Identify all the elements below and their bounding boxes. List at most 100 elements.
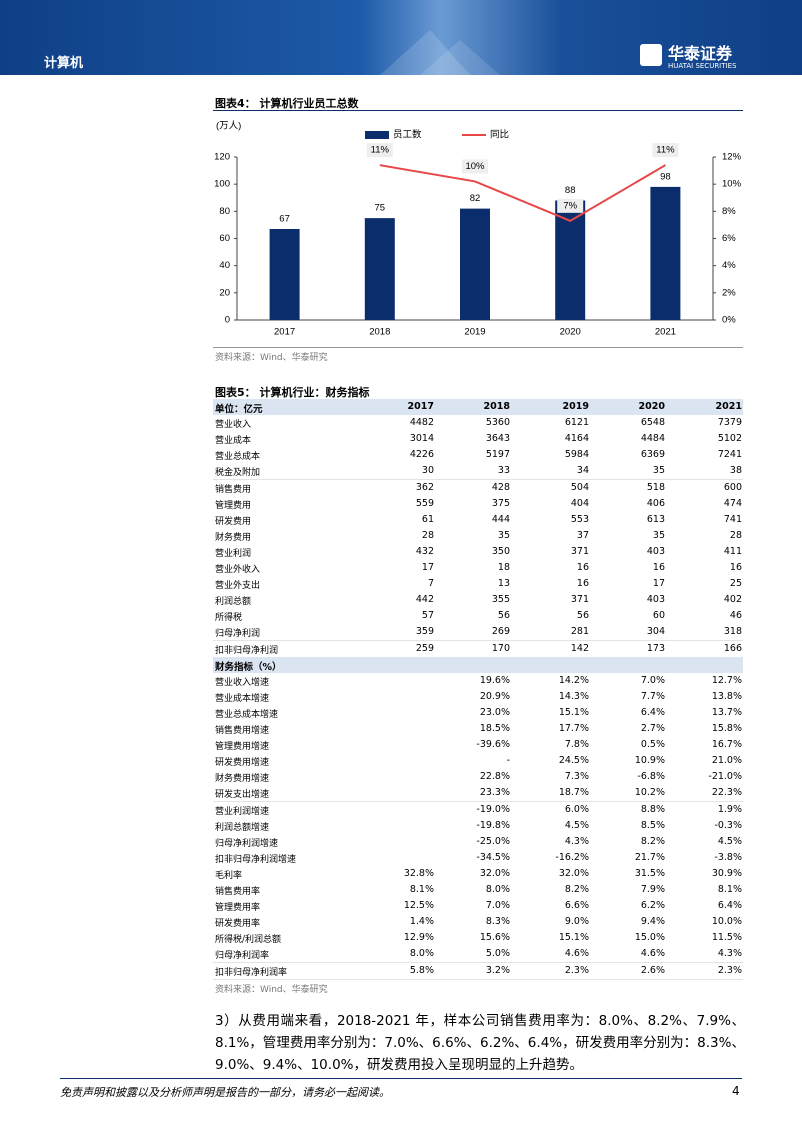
table-cell: 355 [491,594,510,606]
table-cell: 4.5% [717,835,742,847]
table-cell: 13.7% [711,706,742,718]
table-cell: 362 [415,481,434,493]
table-cell: 研发费用率 [215,919,261,930]
table-cell: 7.9% [640,884,665,895]
table-cell: 扣非归母净利润 [215,645,279,656]
x-tick-label: 2021 [655,327,676,338]
table-cell: 利润总额增速 [215,822,270,833]
table-cell: -16.2% [555,851,589,863]
table-cell: -21.0% [708,771,742,783]
section-name: 计算机 [44,56,84,71]
table-cell: 16 [576,578,589,590]
table-cell: 6.2% [640,900,665,912]
table-cell: 12.5% [403,900,434,912]
brand: 华泰证券 [668,44,733,63]
table-cell: 5.8% [409,964,434,976]
table-cell: 8.2% [564,884,589,895]
bar [555,200,586,320]
table-cell: 营业成本增速 [215,693,270,704]
table-cell: 4482 [409,417,434,429]
table-cell: 6121 [564,417,589,429]
value-label: 10% [465,161,485,172]
value-label-box [462,159,488,174]
table-cell: 8.1% [409,884,434,895]
y2-tick-label: 0% [722,315,736,326]
table-cell: 7241 [717,449,742,461]
table-cell: 10.2% [634,787,665,799]
table-cell: -34.5% [476,851,510,863]
table-cell: 4.3% [564,835,589,847]
table-cell: 31.5% [634,867,665,879]
x-tick-label: 2020 [560,327,581,338]
table-cell: 444 [491,513,510,525]
table-cell: 15.1% [558,706,589,718]
table-row: 营业总成本 4226 5197 5984 6369 7241 [213,447,743,465]
table-cell: 17.7% [558,723,589,734]
table-cell: 30.9% [711,867,742,879]
table-cell: 15.0% [634,932,665,944]
table-row: 研发费用 61 444 553 613 741 [213,511,743,529]
table-cell: 财务费用增速 [215,774,270,785]
table-cell: 403 [646,594,665,606]
header-band [0,0,802,75]
table-row: 研发费用率 1.4% 8.3% 9.0% 9.4% 10.0% [213,914,743,932]
table-cell: 6548 [640,417,665,429]
x-tick-label: 2018 [369,327,390,338]
table-cell: 单位：亿元 [215,404,263,415]
table-cell: 2018 [483,401,510,412]
table-row: 销售费用率 8.1% 8.0% 8.2% 7.9% 8.1% [213,882,743,900]
table-cell: 6369 [640,449,665,461]
table-cell: 32.8% [403,867,434,879]
x-tick-label: 2017 [274,327,295,338]
table-cell: 56 [576,610,589,622]
table-cell: 2.6% [640,964,665,976]
table-cell: 16.7% [711,739,742,751]
y-axis-label: (万人) [216,121,241,132]
table-cell: 359 [415,626,434,638]
table-cell: 432 [415,545,434,557]
table-cell: 166 [723,642,742,654]
table-cell: 403 [646,545,665,557]
header-decoration [380,30,500,75]
table-cell: 营业利润 [215,548,252,559]
table-cell: 财务费用 [215,532,252,543]
table-cell: 7.0% [485,900,510,912]
table-cell: 15.8% [711,723,742,734]
rule [213,347,743,348]
table-cell: 371 [570,545,589,557]
value-label: 75 [375,203,386,214]
legend-label: 同比 [490,129,509,141]
table-cell: 7379 [717,417,742,429]
table-cell: 402 [723,594,742,606]
table-cell: 173 [646,642,665,654]
table-cell: 研发支出增速 [215,790,270,801]
table-cell: 营业成本 [215,436,252,447]
y-tick-label: 0 [225,315,230,326]
table-cell: 411 [723,545,742,557]
y2-tick-label: 8% [722,206,736,217]
table-cell: 5102 [717,433,742,445]
table-cell: 318 [723,626,742,638]
table-cell: 扣非归母净利润增速 [215,854,297,865]
bar [364,218,395,320]
table-cell: 38 [729,465,742,477]
table-cell: 518 [646,481,665,493]
table-cell: 0.5% [640,739,665,751]
table-cell: 60 [652,610,665,622]
table-cell: 5.0% [485,948,510,960]
table-cell: 28 [421,529,434,541]
table-cell: 4.6% [564,948,589,960]
table-cell: -19.8% [476,819,510,831]
table-row: 研发费用增速 - 24.5% 10.9% 21.0% [213,753,743,771]
table-row: 营业外支出 7 13 16 17 25 [213,576,743,594]
table-cell: -0.3% [714,819,742,831]
table-cell: 18.7% [558,787,589,799]
table-cell: 35 [497,529,510,541]
table-cell: 406 [646,497,665,509]
table-row: 营业利润增速 -19.0% 6.0% 8.8% 1.9% [213,801,743,819]
value-label-box [652,143,679,158]
table-cell: 21.7% [634,851,665,863]
table-row: 单位：亿元 2017 2018 2019 2020 2021 [213,399,743,417]
table-cell: 营业收入增速 [215,677,270,688]
